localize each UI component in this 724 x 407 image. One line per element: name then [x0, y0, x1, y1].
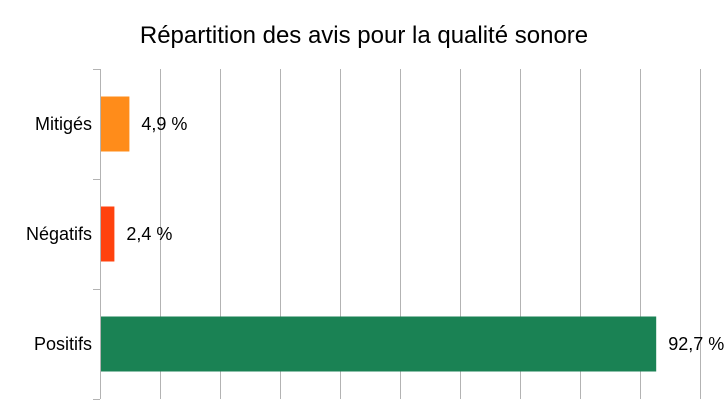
category-axis [93, 69, 101, 400]
data-label-mitiges: 4,9 % [141, 114, 187, 134]
data-label-negatifs: 2,4 % [126, 224, 172, 244]
labels: Mitigés 4,9 % Négatifs 2,4 % Positifs 92,7 % [26, 114, 724, 354]
bars [101, 96, 657, 372]
bar-mitiges [101, 96, 130, 152]
y-tick-label-negatifs: Négatifs [26, 224, 92, 244]
data-label-positifs: 92,7 % [668, 334, 724, 354]
bar-positifs [101, 316, 657, 372]
y-tick-label-mitiges: Mitigés [35, 114, 92, 134]
y-tick-label-positifs: Positifs [34, 334, 92, 354]
chart-title: Répartition des avis pour la qualité son… [139, 22, 589, 49]
bar-negatifs [101, 206, 115, 262]
